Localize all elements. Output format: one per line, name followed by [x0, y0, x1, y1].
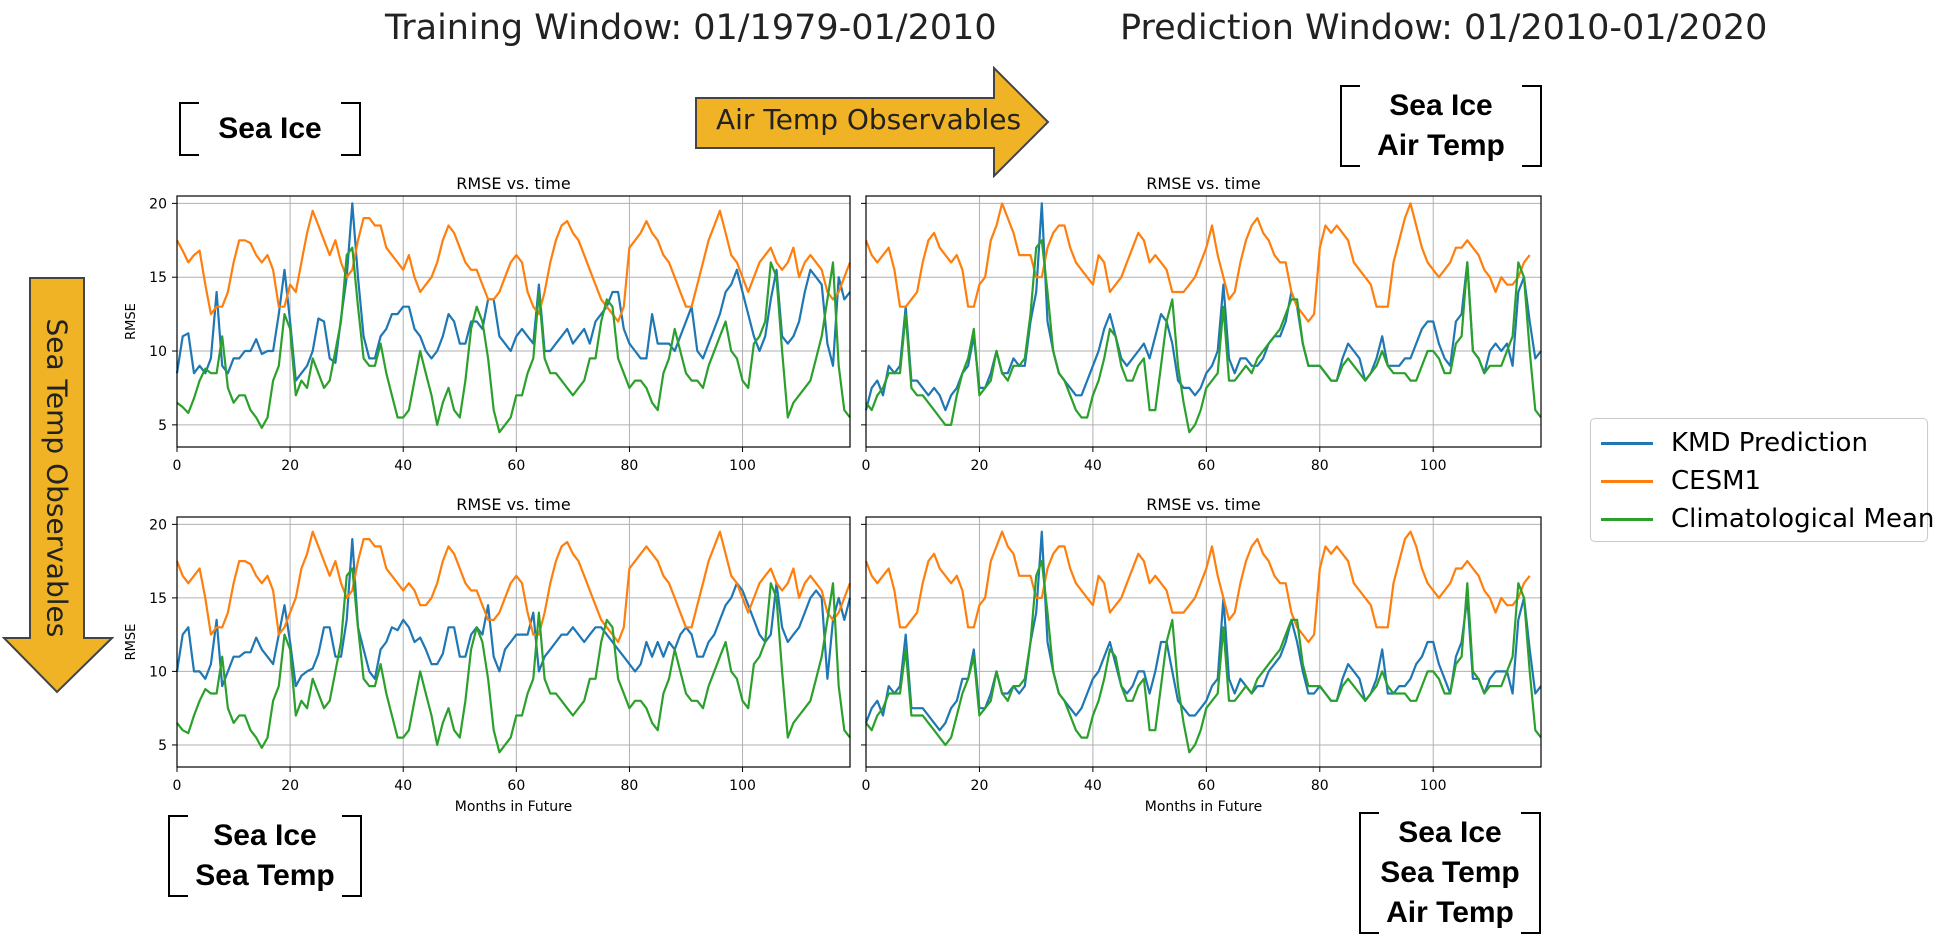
box-bottom-right: Sea Ice Sea Temp Air Temp: [1359, 812, 1541, 934]
x-axis-label: Months in Future: [455, 799, 572, 815]
legend-item-climatological-mean: Climatological Mean: [1601, 501, 1934, 537]
x-tick-label: 0: [862, 458, 871, 474]
box-bottom-left: Sea Ice Sea Temp: [168, 815, 362, 897]
box-top-right: Sea Ice Air Temp: [1340, 85, 1542, 167]
y-axis-label: RMSE: [124, 303, 139, 340]
series-line-climatological-mean: [865, 559, 1542, 754]
chart-panel-3: 0 20 40 60 80 100 5 10 15 20 RMSE vs. time RMSE Mont…: [124, 495, 852, 815]
chart-panel-4: 0 20 40 60 80 100 RMSE vs. time Months in Futur…: [861, 495, 1542, 815]
series-line-climatological-mean: [176, 567, 851, 754]
box-bottom-right-line-1: Sea Ice: [1398, 816, 1502, 849]
box-bottom-left-line-1: Sea Ice: [213, 819, 317, 852]
box-top-right-line-1: Sea Ice: [1389, 89, 1493, 122]
series-line-kmd-prediction: [864, 530, 1542, 732]
x-tick-label: 40: [394, 458, 412, 474]
legend-swatch-climatological-mean: [1601, 517, 1653, 521]
legend-label-kmd: KMD Prediction: [1671, 428, 1868, 458]
x-tick-label: 80: [1311, 778, 1329, 794]
x-tick-label: 0: [862, 778, 871, 794]
air-temp-arrow: [695, 66, 1050, 178]
series-line-climatological-mean: [865, 239, 1542, 434]
plot-frame: [176, 195, 851, 448]
series-line-cesm1: [176, 209, 852, 323]
plot-frame: [865, 195, 1542, 448]
y-tick-label: 15: [149, 591, 167, 607]
prediction-window-title: Prediction Window: 01/2010-01/2020: [1120, 8, 1768, 48]
x-tick-label: 20: [971, 778, 989, 794]
x-tick-label: 60: [1197, 458, 1215, 474]
chart-title: RMSE vs. time: [456, 495, 570, 514]
legend: KMD Prediction CESM1 Climatological Mean: [1590, 418, 1934, 542]
x-tick-label: 100: [729, 778, 756, 794]
air-temp-arrow-shape: [695, 66, 1050, 178]
x-tick-label: 40: [394, 778, 412, 794]
legend-swatch-cesm1: [1601, 479, 1653, 483]
y-tick-label: 20: [149, 196, 167, 212]
chart-title: RMSE vs. time: [1146, 174, 1260, 193]
x-tick-label: 100: [1420, 458, 1447, 474]
y-tick-label: 15: [149, 270, 167, 286]
chart-title: RMSE vs. time: [1146, 495, 1260, 514]
chart-title: RMSE vs. time: [456, 174, 570, 193]
legend-label-cesm1: CESM1: [1671, 466, 1762, 496]
x-tick-label: 20: [281, 778, 299, 794]
y-tick-label: 10: [149, 664, 167, 680]
training-window-title: Training Window: 01/1979-01/2010: [385, 8, 997, 48]
chart-panel-1: 0 20 40 60 80 100 5 10 15 20 RMSE vs. time RMSE: [124, 174, 852, 474]
y-axis-label: RMSE: [124, 624, 139, 661]
box-bottom-right-line-2: Sea Temp: [1380, 856, 1520, 889]
y-tick-label: 5: [158, 738, 167, 754]
legend-item-kmd: KMD Prediction: [1601, 425, 1868, 461]
x-tick-label: 40: [1084, 778, 1102, 794]
x-tick-label: 80: [621, 778, 639, 794]
legend-label-climatological-mean: Climatological Mean: [1671, 504, 1935, 534]
x-tick-label: 20: [971, 458, 989, 474]
legend-swatch-kmd: [1601, 441, 1653, 445]
plot-frame: [865, 516, 1542, 768]
y-tick-label: 20: [149, 517, 167, 533]
x-tick-label: 80: [621, 458, 639, 474]
x-tick-label: 0: [173, 778, 182, 794]
x-tick-label: 40: [1084, 458, 1102, 474]
box-bottom-left-line-2: Sea Temp: [195, 859, 335, 892]
series-line-cesm1: [175, 530, 852, 644]
x-axis-label: Months in Future: [1145, 799, 1262, 815]
sea-temp-arrow-shape: [2, 277, 114, 694]
legend-item-cesm1: CESM1: [1601, 463, 1761, 499]
series-line-climatological-mean: [176, 246, 851, 434]
box-top-right-line-2: Air Temp: [1377, 129, 1505, 162]
x-tick-label: 20: [281, 458, 299, 474]
x-tick-label: 80: [1311, 458, 1329, 474]
x-tick-label: 60: [507, 458, 525, 474]
x-tick-label: 0: [173, 458, 182, 474]
series-line-cesm1: [864, 530, 1531, 644]
air-temp-arrow-label: Air Temp Observables: [716, 103, 1022, 136]
box-top-left-line-1: Sea Ice: [218, 112, 322, 145]
y-tick-label: 5: [158, 418, 167, 434]
x-tick-label: 100: [729, 458, 756, 474]
box-top-left: Sea Ice: [179, 102, 361, 156]
chart-panel-2: 0 20 40 60 80 100 RMSE vs. time: [861, 174, 1542, 474]
sea-temp-arrow: [2, 277, 114, 694]
x-tick-label: 60: [507, 778, 525, 794]
y-tick-label: 10: [149, 344, 167, 360]
box-bottom-right-line-3: Air Temp: [1386, 896, 1514, 929]
series-line-cesm1: [864, 202, 1531, 323]
plot-frame: [176, 516, 851, 768]
x-tick-label: 100: [1420, 778, 1447, 794]
series-line-kmd-prediction: [175, 202, 851, 382]
x-tick-label: 60: [1197, 778, 1215, 794]
